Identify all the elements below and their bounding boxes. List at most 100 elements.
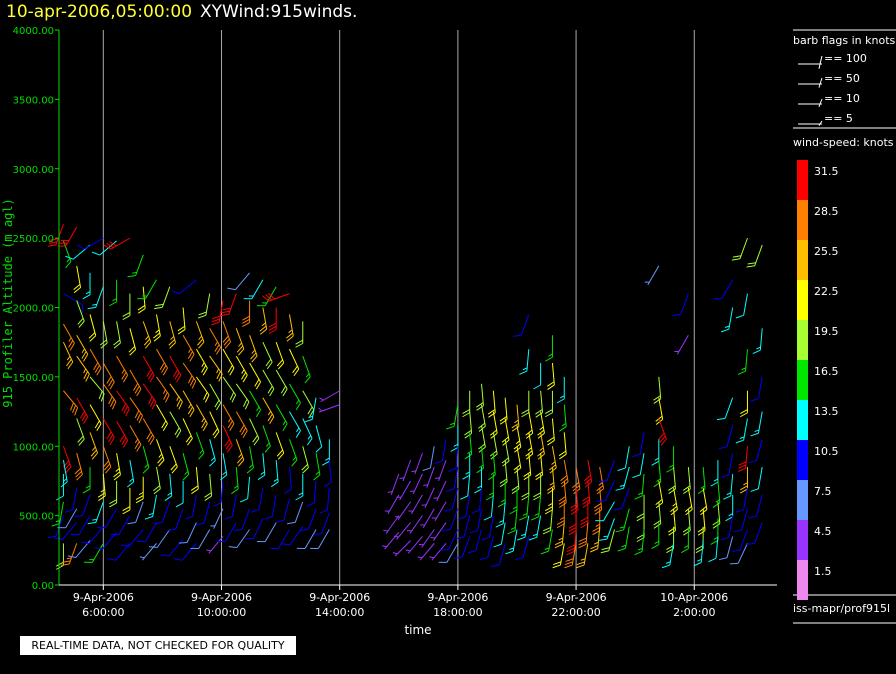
barb-feather [171, 290, 180, 295]
barb-feather [267, 410, 272, 416]
barb-feather [697, 527, 706, 533]
barb-shaft [195, 467, 199, 490]
barb-shaft [275, 432, 285, 454]
wind-barb [220, 453, 228, 481]
wind-barb [129, 397, 143, 424]
barb-shaft [63, 293, 83, 306]
barb-feather [83, 354, 89, 362]
barb-shaft [91, 543, 104, 563]
barb-feather [77, 317, 84, 325]
barb-feather [564, 564, 573, 569]
wind-barb [487, 390, 496, 418]
wind-barb [651, 439, 660, 466]
wind-barb [182, 390, 195, 418]
barb-feather [697, 530, 706, 536]
wind-barb [405, 536, 423, 554]
barb-feather [559, 502, 567, 508]
barb-feather [106, 242, 114, 248]
wind-barb [239, 476, 251, 503]
plot-name: XYWind:915winds. [200, 2, 358, 22]
wind-barb [576, 543, 589, 569]
wind-barb [174, 543, 197, 561]
barb-feather [469, 529, 478, 534]
barb-feather [225, 442, 232, 450]
barb-feather [211, 318, 220, 323]
barb-feather [392, 552, 398, 555]
wind-barb [733, 508, 748, 533]
barb-feather [723, 495, 731, 500]
speed-color-swatch [797, 560, 808, 600]
barb-shaft [262, 369, 275, 390]
barb-feather [103, 463, 111, 471]
barb-feather [594, 509, 602, 515]
barb-shaft [647, 265, 660, 286]
barb-feather [560, 475, 568, 482]
barb-feather [483, 516, 492, 521]
barb-shaft [451, 487, 459, 510]
barb-feather [697, 558, 702, 562]
x-tick-time: 10:00:00 [197, 606, 246, 619]
barb-feather [74, 407, 79, 416]
barb-shaft [135, 501, 144, 523]
barb-shaft [209, 473, 213, 496]
barb-feather [177, 325, 186, 332]
wind-barb [432, 501, 447, 522]
barb-shaft [304, 529, 317, 549]
wind-barb [160, 538, 184, 557]
barb-shaft [448, 529, 459, 550]
barb-feather [619, 484, 625, 487]
barb-feather [632, 453, 641, 458]
barb-feather [668, 527, 676, 533]
wind-barb [182, 418, 193, 446]
wind-barb [128, 328, 137, 356]
barb-feather [220, 313, 229, 317]
barb-feather [83, 371, 88, 380]
barb-shaft [469, 432, 473, 455]
wind-barb [168, 321, 176, 349]
barb-feather [603, 535, 609, 538]
barb-feather [136, 444, 142, 452]
wind-barb [64, 487, 78, 513]
barb-legend-flag [819, 77, 823, 85]
barb-shaft [182, 307, 186, 330]
barb-feather [735, 314, 744, 319]
wind-barb [109, 279, 118, 307]
barb-feather [241, 369, 245, 374]
barb-shaft [231, 494, 237, 517]
barb-shaft [739, 529, 748, 551]
barb-shaft [251, 279, 264, 300]
wind-barb [302, 390, 315, 418]
barb-feather [94, 420, 100, 429]
wind-barb [142, 355, 155, 383]
barb-feather [733, 529, 742, 533]
wind-barb [442, 508, 459, 532]
barb-shaft [465, 494, 471, 517]
wind-barb [76, 334, 89, 362]
barb-feather [434, 477, 440, 480]
barb-feather [558, 499, 567, 505]
barb-feather [188, 348, 192, 353]
wind-barb [113, 453, 121, 481]
wind-barb [76, 397, 89, 425]
wind-barb [546, 362, 555, 390]
barb-shaft [95, 286, 104, 308]
wind-barb [750, 376, 763, 402]
wind-barb [262, 341, 273, 370]
wind-barb [256, 286, 277, 307]
wind-barb [224, 494, 237, 520]
barb-feather [167, 492, 172, 496]
barb-shaft [247, 476, 251, 499]
wind-barb [564, 543, 577, 569]
barb-shaft [548, 529, 553, 552]
barb-feather [167, 528, 176, 532]
wind-barb [89, 432, 99, 460]
wind-barb [175, 480, 184, 508]
barb-feather [62, 560, 71, 563]
barb-feather [547, 384, 555, 390]
barb-legend-tick [818, 63, 821, 69]
barb-feather [546, 485, 555, 491]
barb-shaft [551, 467, 555, 490]
speed-level-label: 7.5 [814, 485, 832, 498]
barb-feather [465, 471, 470, 475]
speed-level-label: 4.5 [814, 525, 832, 538]
